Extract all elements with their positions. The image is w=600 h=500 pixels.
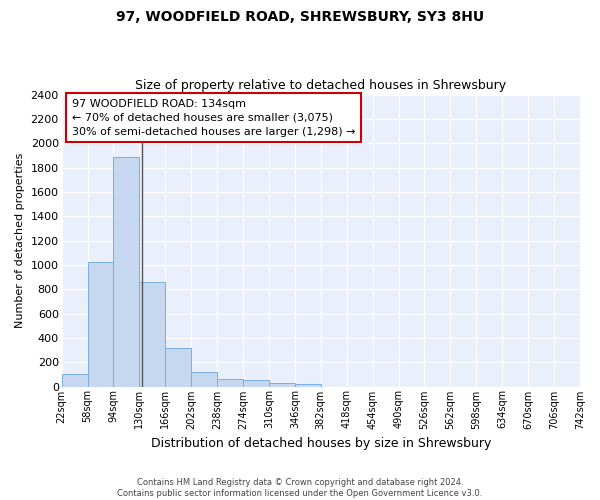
Bar: [139, 282, 165, 387]
Title: Size of property relative to detached houses in Shrewsbury: Size of property relative to detached ho…: [135, 79, 506, 92]
Text: 97 WOODFIELD ROAD: 134sqm
← 70% of detached houses are smaller (3,075)
30% of se: 97 WOODFIELD ROAD: 134sqm ← 70% of detac…: [72, 99, 355, 137]
Bar: [62, 374, 88, 386]
Bar: [269, 383, 295, 386]
Bar: [243, 380, 269, 386]
X-axis label: Distribution of detached houses by size in Shrewsbury: Distribution of detached houses by size …: [151, 437, 491, 450]
Bar: [191, 372, 217, 386]
Bar: [217, 379, 243, 386]
Bar: [88, 262, 113, 386]
Bar: [295, 384, 321, 386]
Text: 97, WOODFIELD ROAD, SHREWSBURY, SY3 8HU: 97, WOODFIELD ROAD, SHREWSBURY, SY3 8HU: [116, 10, 484, 24]
Bar: [113, 156, 139, 386]
Y-axis label: Number of detached properties: Number of detached properties: [15, 153, 25, 328]
Bar: [165, 348, 191, 387]
Text: Contains HM Land Registry data © Crown copyright and database right 2024.
Contai: Contains HM Land Registry data © Crown c…: [118, 478, 482, 498]
